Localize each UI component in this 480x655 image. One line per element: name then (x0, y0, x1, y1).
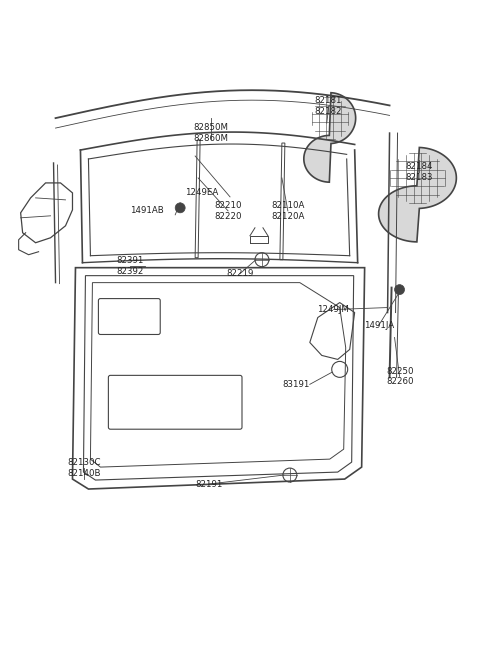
Text: 1249JM: 1249JM (317, 305, 349, 314)
Text: 82850M
82860M: 82850M 82860M (194, 123, 229, 143)
Text: 82391
82392: 82391 82392 (116, 256, 144, 276)
Text: 82219: 82219 (226, 269, 254, 278)
Text: 1249EA: 1249EA (185, 189, 218, 197)
Polygon shape (379, 147, 456, 242)
Text: 82184
82183: 82184 82183 (406, 162, 433, 181)
Text: 83191: 83191 (282, 380, 310, 389)
Text: 1491AB: 1491AB (130, 206, 164, 215)
Text: 82130C
82140B: 82130C 82140B (68, 458, 101, 477)
Text: 82250
82260: 82250 82260 (386, 367, 414, 386)
Text: 82181
82182: 82181 82182 (315, 96, 342, 116)
Text: 82210
82220: 82210 82220 (214, 201, 242, 221)
Circle shape (395, 285, 405, 295)
Text: 82110A
82120A: 82110A 82120A (271, 201, 304, 221)
Text: 82191: 82191 (195, 479, 223, 489)
Text: 1491JA: 1491JA (364, 321, 394, 330)
Circle shape (175, 203, 185, 213)
Polygon shape (304, 93, 356, 182)
